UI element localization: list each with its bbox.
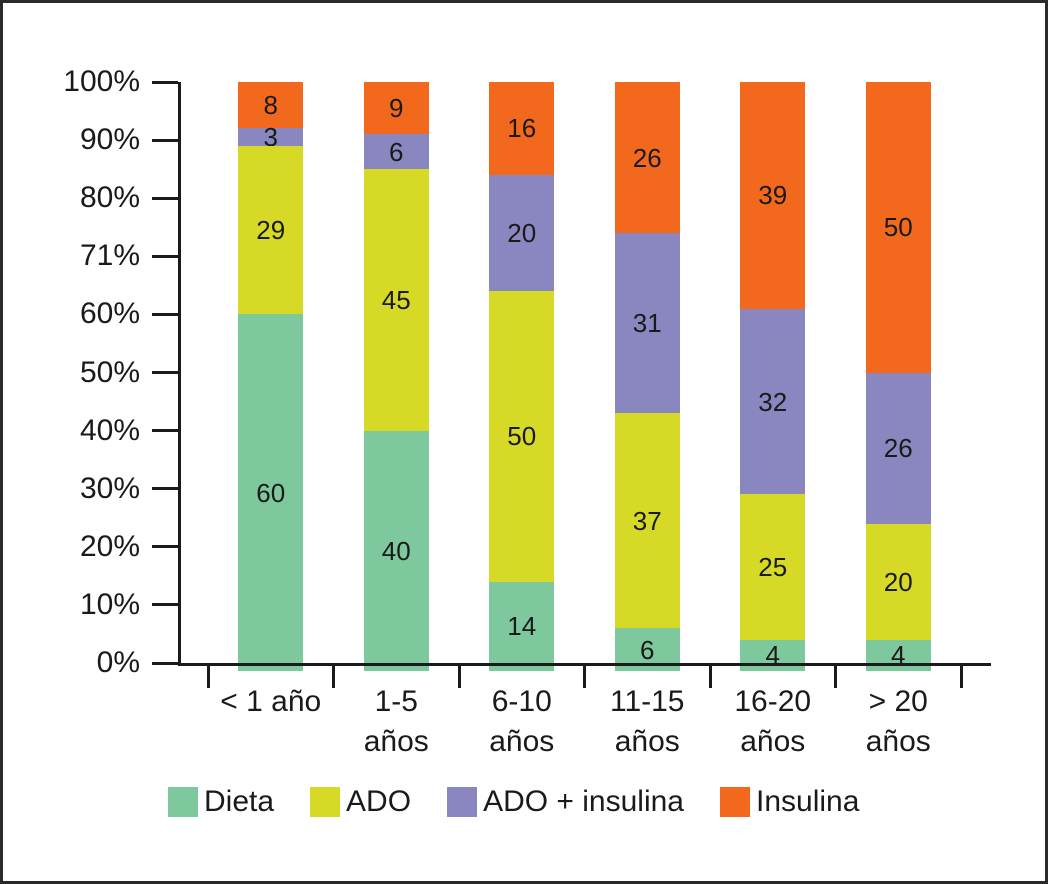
x-axis-category-label: 6-10 años (459, 682, 585, 762)
legend: Dieta ADO ADO + insulina Insulina (168, 785, 859, 819)
legend-swatch-icon (168, 787, 198, 817)
y-axis-tick-label: 100% (63, 65, 140, 98)
legend-label: ADO (346, 785, 412, 818)
y-axis-tick-label: 80% (79, 181, 140, 215)
x-axis-category-label-line: > 20 (868, 685, 928, 718)
legend-label: ADO + insulina (483, 785, 684, 818)
x-axis-category-label-line: años (489, 725, 555, 758)
bar-segment: 29 (238, 145, 304, 315)
bar-segment: 25 (740, 494, 806, 640)
y-axis-tick (152, 603, 178, 607)
x-axis-category-label: 1-5 años (334, 682, 460, 762)
x-axis-category-label-line: < 1 año (220, 685, 322, 718)
x-axis-category-label: 16-20 años (710, 682, 836, 762)
y-axis-tick-label: 10% (79, 587, 140, 621)
bar-segment: 50 (489, 291, 555, 582)
legend-label: Dieta (204, 785, 275, 818)
stacked-bar-6: 50 26 20 4 (865, 82, 931, 671)
x-axis-category-label-line: 1-5 (374, 685, 418, 718)
bar-segment: 50 (865, 82, 931, 373)
y-axis-tick-label: 30% (79, 471, 140, 505)
x-axis-category-label: > 20 años (836, 682, 962, 762)
bar-segment: 31 (614, 233, 680, 414)
bar-segment: 4 (740, 639, 806, 671)
bar-segment: 6 (363, 134, 429, 170)
x-axis-tick (959, 663, 963, 688)
legend-label: Insulina (756, 785, 860, 818)
bar-segment: 26 (614, 82, 680, 234)
legend-swatch-icon (447, 787, 478, 817)
y-axis-tick (152, 196, 178, 200)
y-axis-tick-label: 90% (79, 123, 140, 157)
legend-swatch-icon (720, 787, 750, 817)
legend-item: ADO + insulina (447, 785, 684, 819)
y-axis-tick (152, 80, 178, 84)
stacked-bar-3: 16 20 50 14 (489, 82, 555, 671)
y-axis-tick (152, 254, 178, 258)
legend-item: ADO (310, 785, 411, 819)
bar-segment: 14 (489, 581, 555, 671)
x-axis-category-label-line: años (865, 725, 931, 758)
bar-segment: 45 (363, 169, 429, 431)
stacked-bar-5: 39 32 25 4 (740, 82, 806, 671)
bar-segment: 9 (363, 82, 429, 135)
legend-item: Insulina (720, 785, 859, 819)
y-axis-tick-label: 0% (96, 646, 140, 679)
x-axis-category-label-line: años (363, 725, 429, 758)
y-axis-tick (152, 138, 178, 142)
x-axis-tick (457, 663, 461, 688)
y-axis-tick (152, 661, 178, 665)
legend-item: Dieta (168, 785, 274, 819)
stacked-bar-2: 9 6 45 40 (363, 82, 429, 671)
y-axis-line (178, 82, 181, 666)
bar-segment: 20 (865, 523, 931, 640)
y-axis-tick-label: 40% (79, 413, 140, 447)
bar-segment: 37 (614, 413, 680, 629)
stacked-bar-1: 8 3 29 60 (238, 82, 304, 671)
stacked-bar-4: 26 31 37 6 (614, 82, 680, 671)
x-axis-tick (708, 663, 712, 688)
x-axis-category-label-line: 6-10 (491, 685, 552, 718)
x-axis-category-label-line: 11-15 (609, 685, 685, 718)
y-axis-tick (152, 312, 178, 316)
y-axis-tick-label: 71% (79, 239, 140, 273)
x-axis-category-label-line: 16-20 (734, 685, 812, 718)
y-axis-tick-label: 50% (79, 355, 140, 389)
x-axis-tick (834, 663, 837, 688)
x-axis-tick (206, 663, 210, 688)
y-axis-tick (152, 429, 178, 433)
bar-segment: 20 (489, 174, 555, 292)
x-axis-category-label-line: años (740, 725, 806, 758)
bar-segment: 39 (740, 82, 806, 309)
bar-segment: 3 (238, 124, 304, 150)
y-axis-tick-label: 20% (79, 529, 140, 563)
legend-swatch-icon (310, 787, 341, 817)
bar-segment: 26 (865, 372, 931, 524)
x-axis-category-label: 11-15 años (585, 682, 711, 762)
bar-segment: 16 (489, 82, 555, 175)
x-axis-category-label: < 1 año (208, 682, 334, 722)
bar-segment: 40 (363, 430, 429, 671)
bar-segment: 8 (238, 82, 304, 129)
bar-segment: 32 (740, 308, 806, 495)
y-axis-tick (152, 487, 178, 491)
y-axis-tick (152, 545, 178, 549)
y-axis-tick (152, 371, 178, 374)
y-axis-tick-label: 60% (79, 297, 140, 331)
x-axis-tick (583, 663, 586, 688)
x-axis-tick (332, 663, 335, 688)
bar-segment: 4 (865, 639, 931, 671)
x-axis-category-label-line: años (614, 725, 680, 758)
plot-area: 100% 90% 80% 71% 60% 50% 40% 30% 20% 10% 0% 8 3 29 60 9… (63, 65, 991, 758)
bar-segment: 60 (238, 314, 304, 671)
